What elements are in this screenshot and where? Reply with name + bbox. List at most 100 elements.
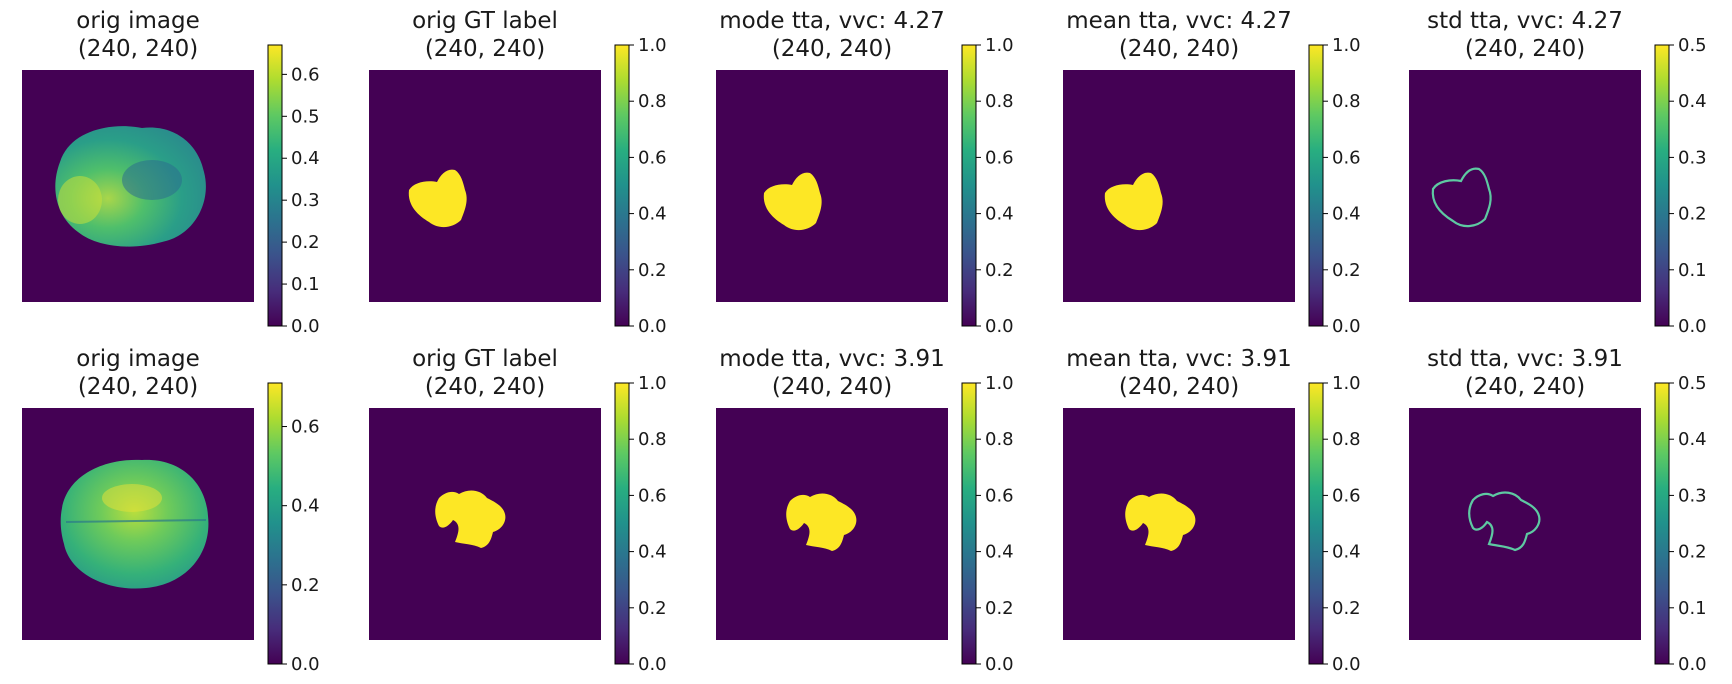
colorbar-tick-label: 1.0 xyxy=(985,35,1014,56)
colorbar-tick-label: 0.4 xyxy=(985,542,1014,563)
colorbar xyxy=(1308,382,1324,665)
panel-r2-c3: mode tta, vvc: 3.91(240, 240) 0.0 0.2 0.4 0.… xyxy=(716,346,1014,675)
panel-r2-c2: orig GT label(240, 240) 0.0 0.2 0.4 0.6 0.8 1.… xyxy=(369,346,667,675)
tumor-group xyxy=(1104,172,1163,231)
colorbar-tick-label: 0.1 xyxy=(1678,260,1707,281)
panel-title: orig GT label xyxy=(412,8,558,34)
colorbar-tick-label: 0.0 xyxy=(638,654,667,675)
colorbar-tick-label: 0.8 xyxy=(985,91,1014,112)
panel-r1-c1: orig image(240, 240) 0.0 0.1 0.2 0.3 0.4 0.5 0.… xyxy=(22,8,320,337)
colorbar-tick-label: 1.0 xyxy=(1332,35,1361,56)
colorbar-tick-label: 0.0 xyxy=(1678,316,1707,337)
panel-title: mean tta, vvc: 3.91 xyxy=(1066,346,1291,372)
colorbar-tick-label: 0.4 xyxy=(1332,204,1361,225)
colorbar-tick-label: 0.8 xyxy=(1332,429,1361,450)
colorbar-tick-label: 0.4 xyxy=(291,496,320,517)
panel-subtitle: (240, 240) xyxy=(1465,36,1585,62)
colorbar-tick-label: 0.6 xyxy=(638,485,667,506)
colorbar-tick-label: 0.8 xyxy=(1332,91,1361,112)
colorbar xyxy=(1654,44,1670,327)
tumor-mask xyxy=(1125,493,1196,551)
colorbar-tick-label: 0.4 xyxy=(291,148,320,169)
colorbar-tick-label: 0.6 xyxy=(291,64,320,85)
tumor-group xyxy=(408,169,467,228)
brain-dark-region xyxy=(122,160,182,200)
brain-image xyxy=(60,459,209,589)
panel-subtitle: (240, 240) xyxy=(1119,36,1239,62)
panel-title: std tta, vvc: 3.91 xyxy=(1427,346,1623,372)
panel-title: mode tta, vvc: 3.91 xyxy=(719,346,944,372)
colorbar-tick-label: 0.8 xyxy=(638,429,667,450)
colorbar-tick-label: 0.1 xyxy=(1678,598,1707,619)
colorbar-tick-label: 0.2 xyxy=(291,232,320,253)
colorbar-tick-label: 0.3 xyxy=(1678,147,1707,168)
colorbar xyxy=(1654,382,1670,665)
panel-r2-c4: mean tta, vvc: 3.91(240, 240) 0.0 0.2 0.4 0.… xyxy=(1063,346,1361,675)
panel-subtitle: (240, 240) xyxy=(1465,374,1585,400)
colorbar-tick-label: 0.6 xyxy=(1332,485,1361,506)
colorbar-tick-label: 0.5 xyxy=(291,106,320,127)
colorbar xyxy=(614,44,630,327)
panel-subtitle: (240, 240) xyxy=(772,36,892,62)
colorbar xyxy=(961,382,977,665)
colorbar xyxy=(614,382,630,665)
panel-title: orig image xyxy=(76,346,199,372)
colorbar-tick-label: 0.8 xyxy=(638,91,667,112)
colorbar-tick-label: 0.5 xyxy=(1678,35,1707,56)
colorbar-tick-label: 0.8 xyxy=(985,429,1014,450)
colorbar-tick-label: 0.2 xyxy=(1332,260,1361,281)
panel-r2-c1: orig image(240, 240) 0.0 0.2 0.4 0.6 xyxy=(22,346,320,675)
tumor-group xyxy=(1468,491,1541,552)
colorbar-tick-label: 0.2 xyxy=(291,575,320,596)
colorbar-tick-label: 0.4 xyxy=(1332,542,1361,563)
colorbar-tick-label: 0.1 xyxy=(291,274,320,295)
colorbar-tick-label: 1.0 xyxy=(1332,373,1361,394)
colorbar-tick-label: 0.6 xyxy=(291,417,320,438)
tumor-mask xyxy=(763,172,822,231)
image-background xyxy=(716,70,948,302)
panel-title: mean tta, vvc: 4.27 xyxy=(1066,8,1291,34)
panel-subtitle: (240, 240) xyxy=(78,36,198,62)
panel-title: mode tta, vvc: 4.27 xyxy=(719,8,944,34)
brain-midline xyxy=(65,519,207,523)
panel-subtitle: (240, 240) xyxy=(772,374,892,400)
colorbar xyxy=(267,382,283,665)
colorbar-tick-label: 0.2 xyxy=(1678,204,1707,225)
colorbar-tick-label: 0.4 xyxy=(985,204,1014,225)
image-background xyxy=(1063,70,1295,302)
image-background xyxy=(1409,70,1641,302)
colorbar-tick-label: 0.2 xyxy=(985,598,1014,619)
tumor-mask xyxy=(435,490,506,548)
colorbar-tick-label: 0.4 xyxy=(1678,429,1707,450)
tumor-mask xyxy=(786,493,857,551)
colorbar-tick-label: 0.0 xyxy=(1678,654,1707,675)
colorbar xyxy=(267,44,283,327)
panel-title: std tta, vvc: 4.27 xyxy=(1427,8,1623,34)
panel-subtitle: (240, 240) xyxy=(425,374,545,400)
colorbar-tick-label: 0.6 xyxy=(638,147,667,168)
colorbar xyxy=(1308,44,1324,327)
tumor-group xyxy=(763,172,822,231)
colorbar-tick-label: 0.2 xyxy=(638,598,667,619)
panel-subtitle: (240, 240) xyxy=(78,374,198,400)
colorbar-tick-label: 0.3 xyxy=(291,190,320,211)
panel-subtitle: (240, 240) xyxy=(1119,374,1239,400)
colorbar-tick-label: 0.2 xyxy=(1332,598,1361,619)
colorbar-tick-label: 1.0 xyxy=(985,373,1014,394)
colorbar-tick-label: 1.0 xyxy=(638,373,667,394)
tumor-mask xyxy=(408,169,467,228)
tumor-group xyxy=(786,493,857,551)
colorbar-tick-label: 0.0 xyxy=(1332,316,1361,337)
panel-subtitle: (240, 240) xyxy=(425,36,545,62)
colorbar-tick-label: 0.6 xyxy=(985,147,1014,168)
tumor-group xyxy=(1431,167,1492,228)
colorbar-tick-label: 0.0 xyxy=(291,654,320,675)
colorbar-tick-label: 0.4 xyxy=(638,204,667,225)
colorbar-tick-label: 0.2 xyxy=(1678,542,1707,563)
tumor-group xyxy=(435,490,506,548)
colorbar-tick-label: 0.4 xyxy=(638,542,667,563)
panel-r1-c4: mean tta, vvc: 4.27(240, 240) 0.0 0.2 0.4 0.… xyxy=(1063,8,1361,337)
image-background xyxy=(369,70,601,302)
panel-r1-c5: std tta, vvc: 4.27(240, 240) 0.0 0.1 0.2 0.3… xyxy=(1409,8,1707,337)
tumor-group xyxy=(1125,493,1196,551)
